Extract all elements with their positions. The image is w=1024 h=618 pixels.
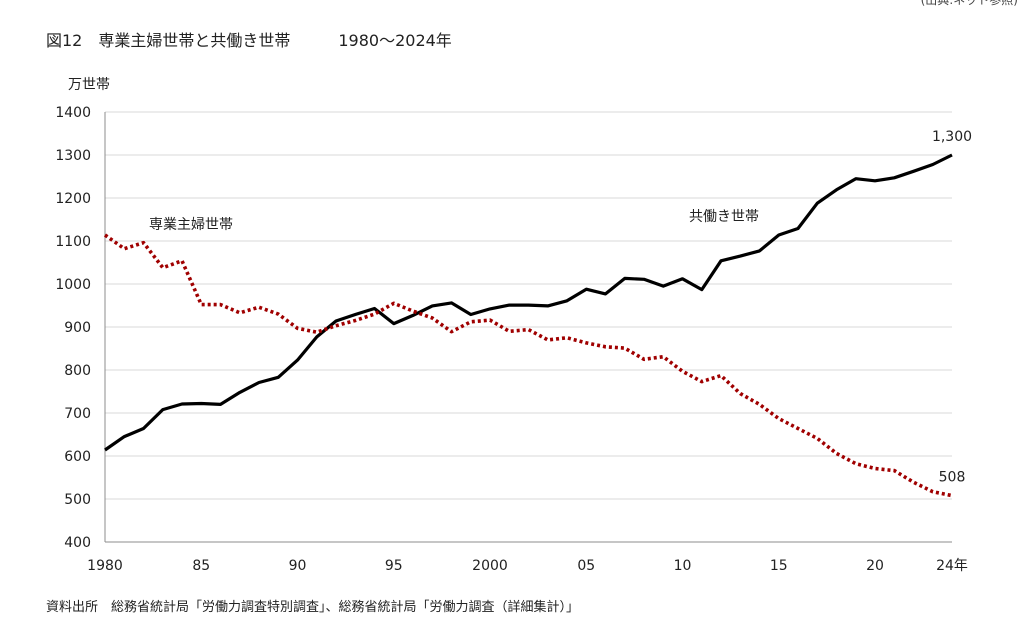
x-tick-label: 2000	[472, 558, 508, 574]
x-tick-label: 15	[770, 558, 788, 574]
y-tick-label: 1100	[55, 234, 91, 250]
y-tick-label: 1000	[55, 277, 91, 293]
series-lines	[103, 153, 953, 498]
x-tick-label: 1980	[87, 558, 123, 574]
x-tick-label: 20	[866, 558, 884, 574]
series-line	[103, 233, 953, 498]
x-tick-label: 90	[289, 558, 307, 574]
y-tick-label: 1200	[55, 191, 91, 207]
y-tick-label: 1400	[55, 105, 91, 121]
series-line	[104, 153, 953, 452]
y-tick-label: 900	[64, 320, 91, 336]
chart-title: 図12 専業主婦世帯と共働き世帯 1980〜2024年	[46, 31, 452, 50]
top-right-note: (出典:ネット参照)	[920, 0, 1018, 7]
axes: 400 500 600 700 800 900 1000 1100 1200 1300 1400 万世…	[55, 77, 968, 574]
y-tick-label: 500	[64, 492, 91, 508]
x-tick-label: 85	[192, 558, 210, 574]
chart-labels: 1,300 508 共働き世帯 専業主婦世帯	[149, 129, 972, 486]
x-tick-label: 95	[385, 558, 403, 574]
end-value-label: 508	[939, 470, 966, 486]
x-tick-label: 10	[674, 558, 692, 574]
source-note: 資料出所 総務省統計局「労働力調査特別調査」、総務省統計局「労働力調査（詳細集計…	[46, 600, 580, 615]
y-axis-label: 万世帯	[68, 77, 110, 93]
y-tick-label: 800	[64, 363, 91, 379]
end-value-label: 1,300	[932, 129, 972, 145]
y-tick-label: 700	[64, 406, 91, 422]
series-annotation: 共働き世帯	[689, 209, 759, 225]
x-tick-label: 05	[577, 558, 595, 574]
y-tick-label: 400	[64, 535, 91, 551]
y-tick-label: 1300	[55, 148, 91, 164]
x-tick-label: 24年	[936, 558, 968, 574]
gridlines	[105, 111, 952, 500]
series-annotation: 専業主婦世帯	[149, 216, 233, 233]
y-tick-label: 600	[64, 449, 91, 465]
